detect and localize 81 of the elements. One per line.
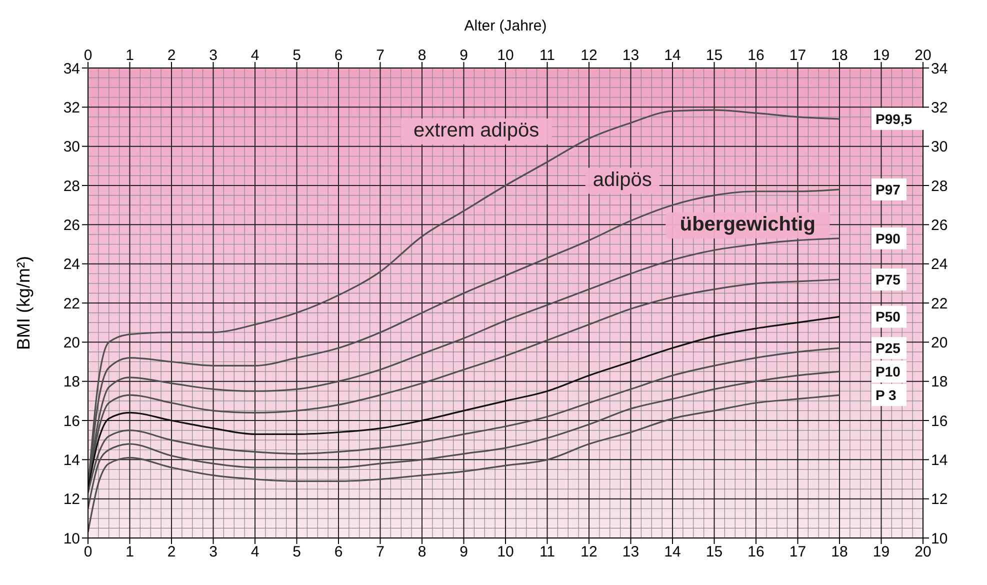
y2-tick-label: 30 — [931, 138, 948, 156]
x-tick-label: 17 — [789, 47, 806, 64]
x-tick-label: 2 — [167, 47, 176, 64]
x-tick-label: 8 — [418, 47, 426, 64]
text: P90 — [876, 230, 901, 246]
text: P50 — [876, 308, 901, 325]
x2-tick-label: 17 — [789, 544, 806, 561]
y-tick-label: 30 — [63, 138, 80, 156]
y2-tick-label: 18 — [931, 374, 948, 391]
x-tick-label: 13 — [622, 47, 640, 64]
x2-tick-label: 7 — [376, 544, 384, 561]
y-tick-label: 10 — [63, 530, 80, 548]
x-tick-label: 12 — [580, 47, 598, 64]
x-tick-label: 11 — [539, 47, 556, 64]
x2-tick-label: 4 — [250, 544, 260, 561]
x2-tick-label: 9 — [460, 544, 468, 561]
x2-tick-label: 0 — [84, 544, 92, 561]
x2-axis-title: Alter (Jahre) — [464, 18, 547, 35]
y2-tick-label: 28 — [931, 178, 948, 195]
x2-tick-label: 12 — [580, 544, 598, 561]
x2-tick-label: 1 — [126, 544, 134, 561]
x2-tick-label: 16 — [748, 544, 764, 561]
x-tick-label: 18 — [831, 47, 848, 64]
x-tick-label: 14 — [664, 47, 681, 64]
y-tick-label: 14 — [63, 452, 80, 469]
x-tick-label: 6 — [334, 47, 343, 64]
x2-tick-label: 5 — [292, 544, 301, 561]
text: P 3 — [876, 387, 896, 404]
y2-tick-label: 14 — [931, 452, 948, 469]
y-tick-label: 18 — [63, 374, 80, 391]
x-tick-label: 16 — [748, 47, 764, 64]
text: P75 — [876, 272, 901, 288]
annotation: adipös — [592, 169, 652, 192]
annotation: übergewichtig — [680, 214, 816, 236]
annotation: extrem adipös — [413, 120, 540, 142]
y-tick-label: 12 — [63, 491, 80, 508]
x-tick-label: 15 — [706, 47, 723, 64]
y2-tick-label: 10 — [931, 530, 948, 548]
x2-tick-label: 18 — [831, 544, 848, 561]
y-tick-label: 28 — [63, 178, 80, 195]
x2-tick-label: 3 — [209, 544, 218, 561]
y2-tick-label: 12 — [931, 491, 948, 508]
x-tick-label: 20 — [914, 47, 932, 64]
y2-tick-label: 24 — [931, 256, 948, 274]
y2-tick-label: 16 — [931, 412, 948, 430]
text: P97 — [876, 181, 901, 198]
x2-tick-label: 13 — [622, 544, 640, 561]
y-tick-label: 22 — [63, 295, 80, 312]
x-tick-label: 1 — [126, 47, 134, 64]
y-axis-title: BMI (kg/m²) — [13, 256, 34, 350]
x-tick-label: 0 — [84, 47, 92, 64]
y2-tick-label: 20 — [931, 334, 948, 352]
x-tick-label: 5 — [292, 47, 301, 64]
y-tick-label: 32 — [63, 99, 80, 116]
y-tick-label: 24 — [63, 256, 80, 274]
x2-tick-label: 14 — [664, 544, 681, 561]
x-tick-label: 9 — [460, 47, 468, 64]
y2-tick-label: 34 — [931, 60, 948, 78]
x2-tick-label: 6 — [334, 544, 343, 561]
x2-tick-label: 15 — [706, 544, 723, 561]
y-tick-label: 16 — [63, 412, 80, 430]
x2-tick-label: 2 — [167, 544, 176, 561]
y-tick-label: 34 — [63, 60, 80, 78]
text: P99,5 — [876, 110, 912, 127]
y2-tick-label: 22 — [931, 295, 948, 312]
y-tick-label: 26 — [63, 216, 80, 234]
x-tick-label: 4 — [250, 47, 260, 64]
x2-tick-label: 11 — [539, 544, 556, 561]
x-tick-label: 7 — [376, 47, 384, 64]
y2-tick-label: 32 — [931, 99, 948, 116]
x2-tick-label: 10 — [497, 544, 514, 561]
x-tick-label: 3 — [209, 47, 218, 64]
text: P10 — [876, 364, 901, 380]
x2-tick-label: 19 — [872, 544, 890, 561]
y2-tick-label: 26 — [931, 216, 948, 234]
x2-tick-label: 8 — [418, 544, 426, 561]
text: P25 — [876, 340, 901, 356]
x-tick-label: 10 — [497, 47, 514, 64]
x2-tick-label: 20 — [914, 544, 932, 561]
y-tick-label: 20 — [63, 334, 80, 352]
x-tick-label: 19 — [872, 47, 890, 64]
